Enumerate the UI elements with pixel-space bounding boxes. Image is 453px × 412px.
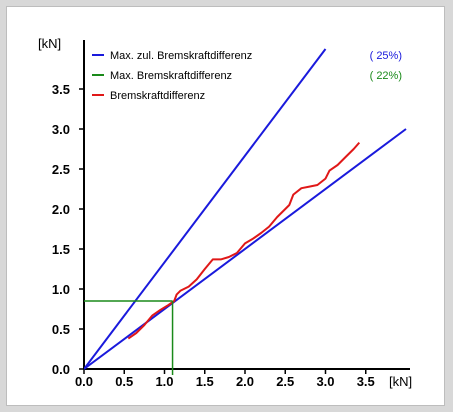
x-tick-label: 0.0: [75, 374, 93, 389]
y-tick-label: 1.5: [52, 242, 70, 257]
y-tick-label: 2.0: [52, 202, 70, 217]
y-tick-label: 0.0: [52, 362, 70, 377]
x-tick-label: 0.5: [115, 374, 133, 389]
measured-difference-curve: [127, 141, 361, 340]
legend-label-max: Max. Bremskraftdifferenz: [110, 70, 232, 82]
x-tick-label: 3.5: [357, 374, 375, 389]
upper-limit-line: [84, 48, 327, 370]
y-tick-label: 3.5: [52, 82, 70, 97]
y-axis-ticks: 0.0 0.5 1.0 1.5 2.0 2.5 3.0 3.5: [52, 82, 84, 377]
y-axis-unit: [kN]: [38, 36, 61, 51]
plot-area: [84, 48, 407, 375]
y-tick-label: 3.0: [52, 122, 70, 137]
x-axis-unit: [kN]: [389, 374, 412, 389]
x-tick-label: 1.0: [155, 374, 173, 389]
legend-label-upper: Max. zul. Bremskraftdifferenz: [110, 50, 252, 62]
y-tick-label: 2.5: [52, 162, 70, 177]
legend: Max. zul. Bremskraftdifferenz ( 25%) Max…: [92, 50, 402, 102]
x-tick-label: 2.0: [236, 374, 254, 389]
x-tick-label: 1.5: [196, 374, 214, 389]
x-tick-label: 3.0: [316, 374, 334, 389]
legend-percent-upper: ( 25%): [370, 50, 402, 62]
legend-label-measured: Bremskraftdifferenz: [110, 90, 205, 102]
x-tick-label: 2.5: [276, 374, 294, 389]
y-tick-label: 0.5: [52, 322, 70, 337]
legend-percent-max: ( 22%): [370, 70, 402, 82]
x-axis-ticks: 0.0 0.5 1.0 1.5 2.0 2.5 3.0 3.5: [75, 369, 375, 389]
y-tick-label: 1.0: [52, 282, 70, 297]
chart-panel: [6, 6, 445, 406]
lower-limit-line: [84, 128, 407, 370]
